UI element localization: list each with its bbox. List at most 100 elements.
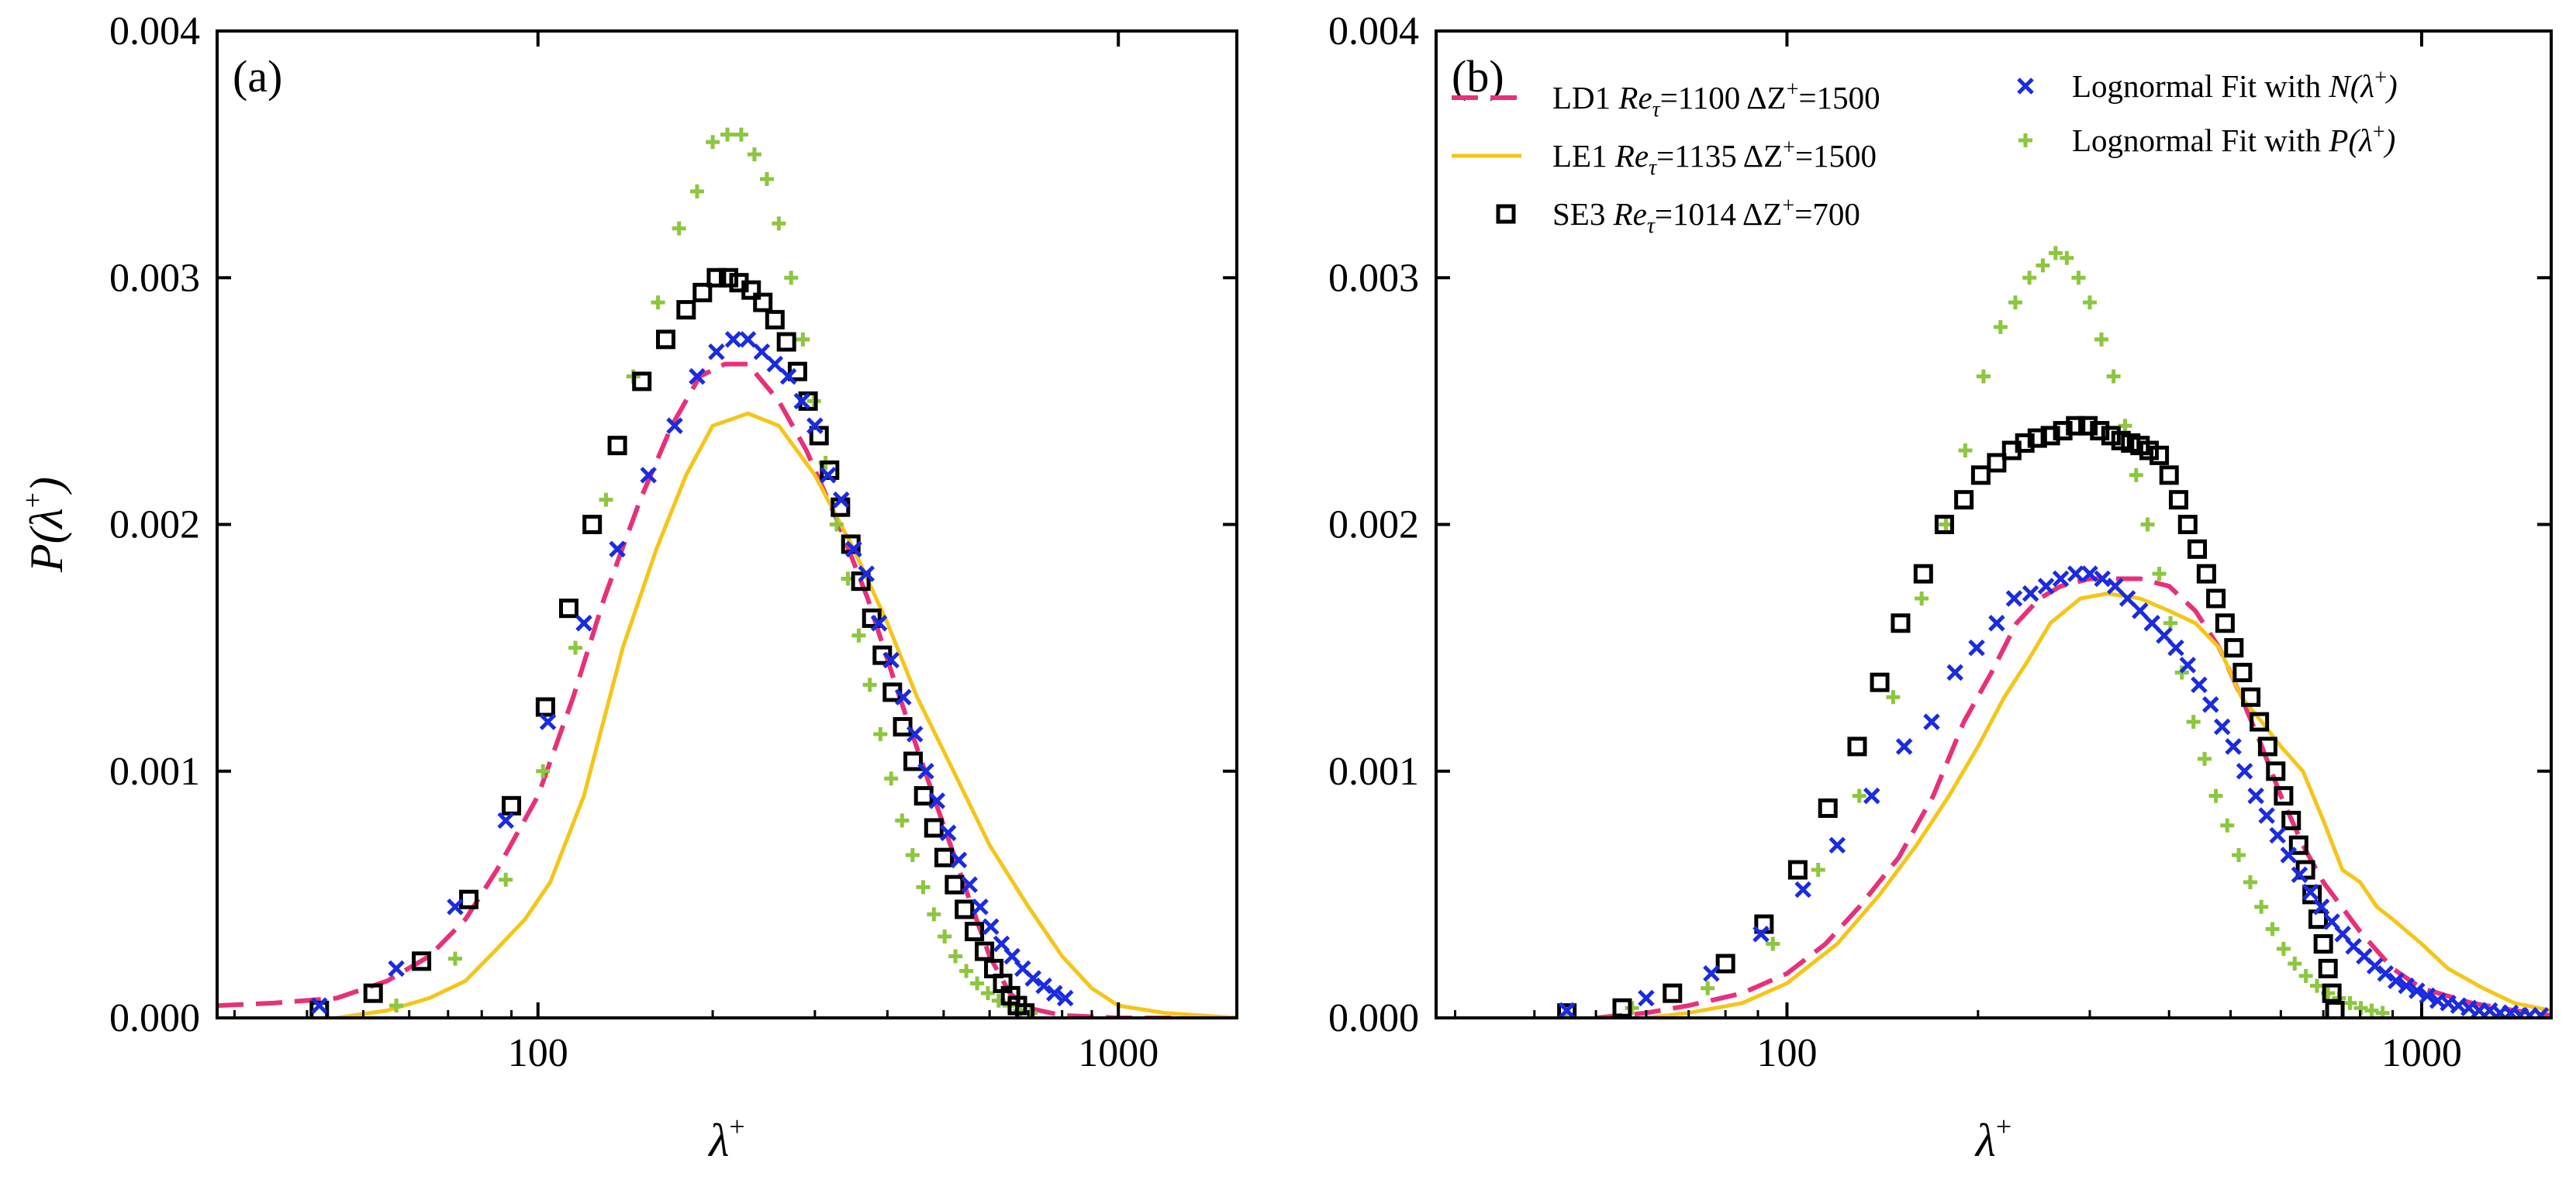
y-tick-label: 0.000 bbox=[109, 996, 200, 1040]
data-point-fitp bbox=[1766, 936, 1780, 951]
data-point-se3 bbox=[1913, 564, 1933, 584]
data-point-se3 bbox=[2066, 416, 2086, 436]
data-point-fitn bbox=[609, 540, 626, 558]
data-point-fitp bbox=[905, 847, 920, 862]
data-point-fitp bbox=[1852, 788, 1866, 803]
data-point-fitn bbox=[2107, 578, 2124, 595]
data-point-fitp bbox=[829, 517, 844, 532]
data-point-fitn bbox=[1863, 787, 1880, 805]
data-point-se3 bbox=[2215, 613, 2235, 633]
data-point-fitn bbox=[806, 417, 824, 434]
data-point-se3 bbox=[412, 951, 432, 971]
data-point-se3 bbox=[309, 1000, 330, 1018]
data-point-fitn bbox=[982, 918, 1000, 936]
data-point-fitn bbox=[447, 899, 464, 916]
data-point-se3 bbox=[2288, 835, 2308, 855]
data-point-se3 bbox=[2177, 515, 2198, 534]
data-point-fitn bbox=[2179, 657, 2197, 674]
data-point-se3 bbox=[2325, 1000, 2345, 1018]
data-point-se3 bbox=[607, 436, 627, 456]
data-point-fitp bbox=[895, 813, 910, 828]
data-point-fitp bbox=[2243, 874, 2257, 889]
data-point-fitp bbox=[599, 492, 613, 507]
data-point-fitn bbox=[845, 540, 862, 558]
legend-entry-se3: SE3 Reτ=1014 ΔZ+=700 bbox=[1496, 194, 1860, 238]
data-point-fitn bbox=[1046, 985, 1063, 1002]
data-point-se3 bbox=[676, 300, 696, 320]
data-point-fitn bbox=[1703, 964, 1720, 982]
data-point-fitp bbox=[2008, 295, 2022, 310]
data-point-fitp bbox=[720, 127, 735, 142]
y-tick-label: 0.002 bbox=[1328, 503, 1419, 547]
series-se3 bbox=[1557, 416, 2345, 1018]
data-point-fitn bbox=[793, 392, 810, 410]
data-point-se3 bbox=[502, 795, 522, 816]
data-point-se3 bbox=[1715, 954, 1735, 974]
data-point-fitn bbox=[575, 615, 592, 632]
data-point-fitp bbox=[747, 147, 761, 162]
data-point-fitp bbox=[916, 880, 931, 895]
y-tick-label: 0.004 bbox=[109, 9, 200, 53]
legend-swatch-marker bbox=[2017, 78, 2034, 95]
data-point-fitn bbox=[1056, 989, 1074, 1007]
data-point-se3 bbox=[2250, 712, 2270, 732]
data-point-fitn bbox=[2132, 602, 2149, 619]
data-point-fitp bbox=[2106, 369, 2121, 384]
data-point-se3 bbox=[2040, 426, 2060, 446]
legend-label-fit-p: Lognormal Fit with P(λ+) bbox=[2072, 120, 2395, 158]
data-point-se3 bbox=[787, 361, 807, 381]
data-point-se3 bbox=[1818, 798, 1838, 818]
data-point-se3 bbox=[582, 515, 603, 534]
data-point-se3 bbox=[2241, 687, 2261, 707]
data-point-se3 bbox=[2281, 810, 2301, 830]
data-point-fitn bbox=[950, 851, 968, 869]
data-point-fitn bbox=[1895, 738, 1913, 755]
x-tick-label: 100 bbox=[508, 1031, 568, 1075]
data-point-se3 bbox=[1557, 1003, 1577, 1018]
data-point-fitn bbox=[820, 467, 837, 484]
data-point-se3 bbox=[2266, 761, 2286, 781]
data-point-se3 bbox=[1612, 998, 1632, 1018]
data-point-se3 bbox=[1987, 453, 2007, 473]
data-point-se3 bbox=[2188, 539, 2208, 559]
data-point-fitn bbox=[2118, 590, 2136, 607]
data-point-fitp bbox=[970, 976, 985, 991]
data-point-fitp bbox=[2152, 567, 2167, 581]
y-tick-label: 0.004 bbox=[1328, 9, 1419, 53]
data-point-fitp bbox=[938, 929, 952, 943]
data-point-se3 bbox=[1891, 613, 1911, 633]
data-point-fitn bbox=[2269, 826, 2286, 844]
data-point-fitn bbox=[2143, 615, 2161, 632]
data-point-fitp bbox=[948, 949, 963, 964]
data-point-se3 bbox=[1663, 983, 1683, 1003]
data-point-fitn bbox=[388, 960, 405, 978]
data-point-fitp bbox=[2048, 246, 2063, 260]
data-point-se3 bbox=[934, 847, 955, 867]
data-point-fitn bbox=[2236, 762, 2253, 780]
series-fitp bbox=[1559, 246, 2390, 1018]
data-point-fitn bbox=[766, 355, 784, 373]
data-point-se3 bbox=[2159, 465, 2179, 485]
data-point-fitp bbox=[772, 216, 786, 231]
data-point-fitp bbox=[689, 184, 704, 198]
data-point-fitp bbox=[1976, 369, 1991, 384]
data-point-se3 bbox=[851, 571, 871, 592]
legend-entry-fit-p: Lognormal Fit with P(λ+) bbox=[2018, 120, 2395, 158]
series-line-le1 bbox=[336, 411, 1237, 1018]
data-point-se3 bbox=[535, 697, 555, 717]
y-axis-label: P(λ+) bbox=[17, 477, 72, 573]
legend-label-se3: SE3 Reτ=1014 ΔZ+=700 bbox=[1552, 194, 1860, 238]
data-point-fitn bbox=[708, 343, 725, 360]
data-point-se3 bbox=[2206, 588, 2226, 609]
data-point-fitn bbox=[689, 367, 706, 385]
legend-label-ld1: LD1 Reτ=1100 ΔZ+=1500 bbox=[1552, 78, 1880, 122]
data-point-fitn bbox=[882, 651, 900, 669]
data-point-fitp bbox=[2265, 922, 2280, 936]
x-tick-label: 1000 bbox=[2381, 1031, 2462, 1075]
data-point-fitp bbox=[981, 986, 996, 1001]
data-point-se3 bbox=[944, 874, 965, 895]
data-point-fitn bbox=[724, 331, 742, 348]
data-point-fitp bbox=[2082, 295, 2097, 310]
